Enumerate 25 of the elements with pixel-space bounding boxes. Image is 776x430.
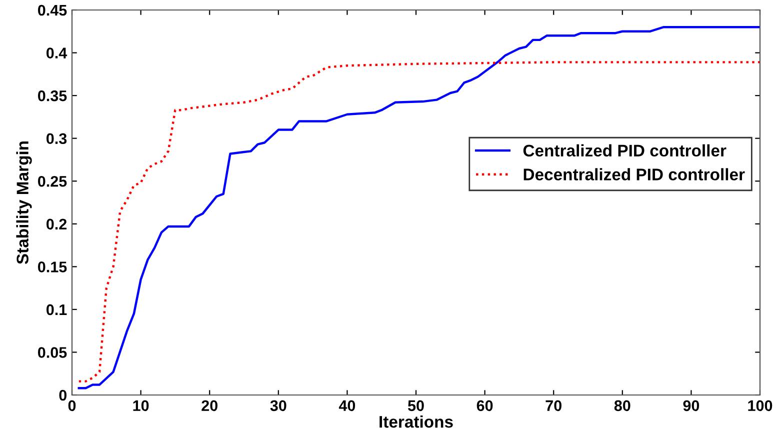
y-tick-label: 0.3 (46, 133, 67, 144)
y-tick-label: 0.45 (38, 4, 67, 16)
y-tick-label: 0.35 (38, 90, 67, 102)
y-tick-label: 0.25 (38, 176, 67, 187)
y-tick-label: 0.1 (46, 304, 67, 316)
x-tick-label: 20 (202, 400, 218, 412)
x-axis-title: Iterations (380, 415, 453, 428)
y-tick-label: 0.15 (38, 262, 67, 272)
y-tick-label: 0.05 (38, 347, 67, 358)
legend-label: Decentralized PID controller (524, 168, 745, 180)
x-tick-label: 40 (338, 400, 356, 412)
y-axis-title: Stability Margin (16, 141, 32, 264)
x-tick-label: 10 (133, 400, 149, 412)
x-tick-label: 50 (408, 400, 424, 412)
x-tick-label: 60 (476, 400, 493, 412)
x-tick-label: 0 (68, 400, 76, 412)
x-tick-label: 80 (614, 400, 630, 412)
x-tick-label: 70 (546, 400, 562, 412)
x-tick-label: 100 (748, 400, 772, 412)
y-tick-label: 0.2 (46, 218, 67, 230)
x-tick-label: 30 (270, 400, 286, 412)
legend-label: Centralized PID controller (523, 144, 726, 157)
x-tick-label: 90 (683, 400, 700, 412)
y-tick-label: 0.4 (46, 48, 68, 58)
y-tick-label: 0 (59, 390, 67, 401)
